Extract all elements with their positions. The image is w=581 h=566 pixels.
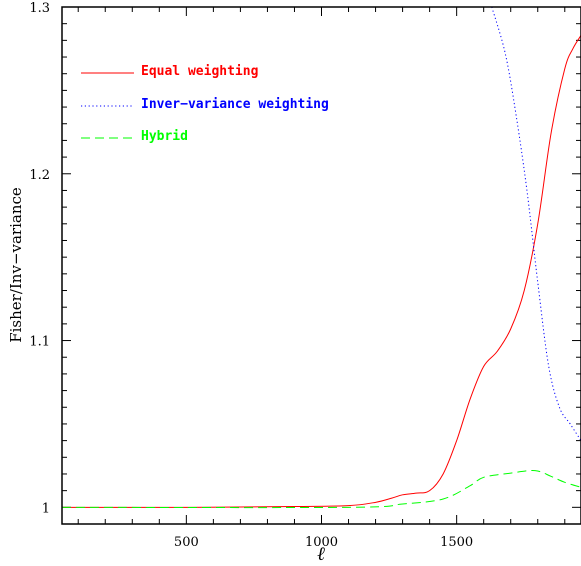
legend-label-hybrid: Hybrid: [141, 129, 188, 144]
legend: Equal weighting Inver−variance weighting H…: [81, 64, 329, 144]
y-axis-ticks: 1 1.1 1.2 1.3: [29, 1, 581, 516]
x-axis-ticks: 500 1000 1500: [77, 7, 566, 550]
y-tick-label: 1: [42, 501, 50, 516]
y-tick-label: 1.1: [29, 335, 50, 350]
x-tick-label: 1500: [440, 535, 473, 550]
legend-label-equal: Equal weighting: [141, 64, 258, 79]
x-tick-label: 1000: [305, 535, 338, 550]
y-tick-label: 1.2: [29, 168, 50, 183]
legend-label-inverse: Inver−variance weighting: [141, 97, 329, 112]
equal-weighting-line: [62, 35, 581, 508]
plot-frame: [61, 6, 581, 525]
y-tick-label: 1.3: [29, 1, 50, 16]
hybrid-line: [62, 470, 581, 509]
y-axis-label: Fisher/Inv−variance: [7, 187, 25, 343]
x-axis-label: ℓ: [317, 543, 325, 565]
inverse-variance-line: [491, 7, 581, 441]
x-tick-label: 500: [174, 535, 199, 550]
plot-series: [62, 7, 581, 509]
